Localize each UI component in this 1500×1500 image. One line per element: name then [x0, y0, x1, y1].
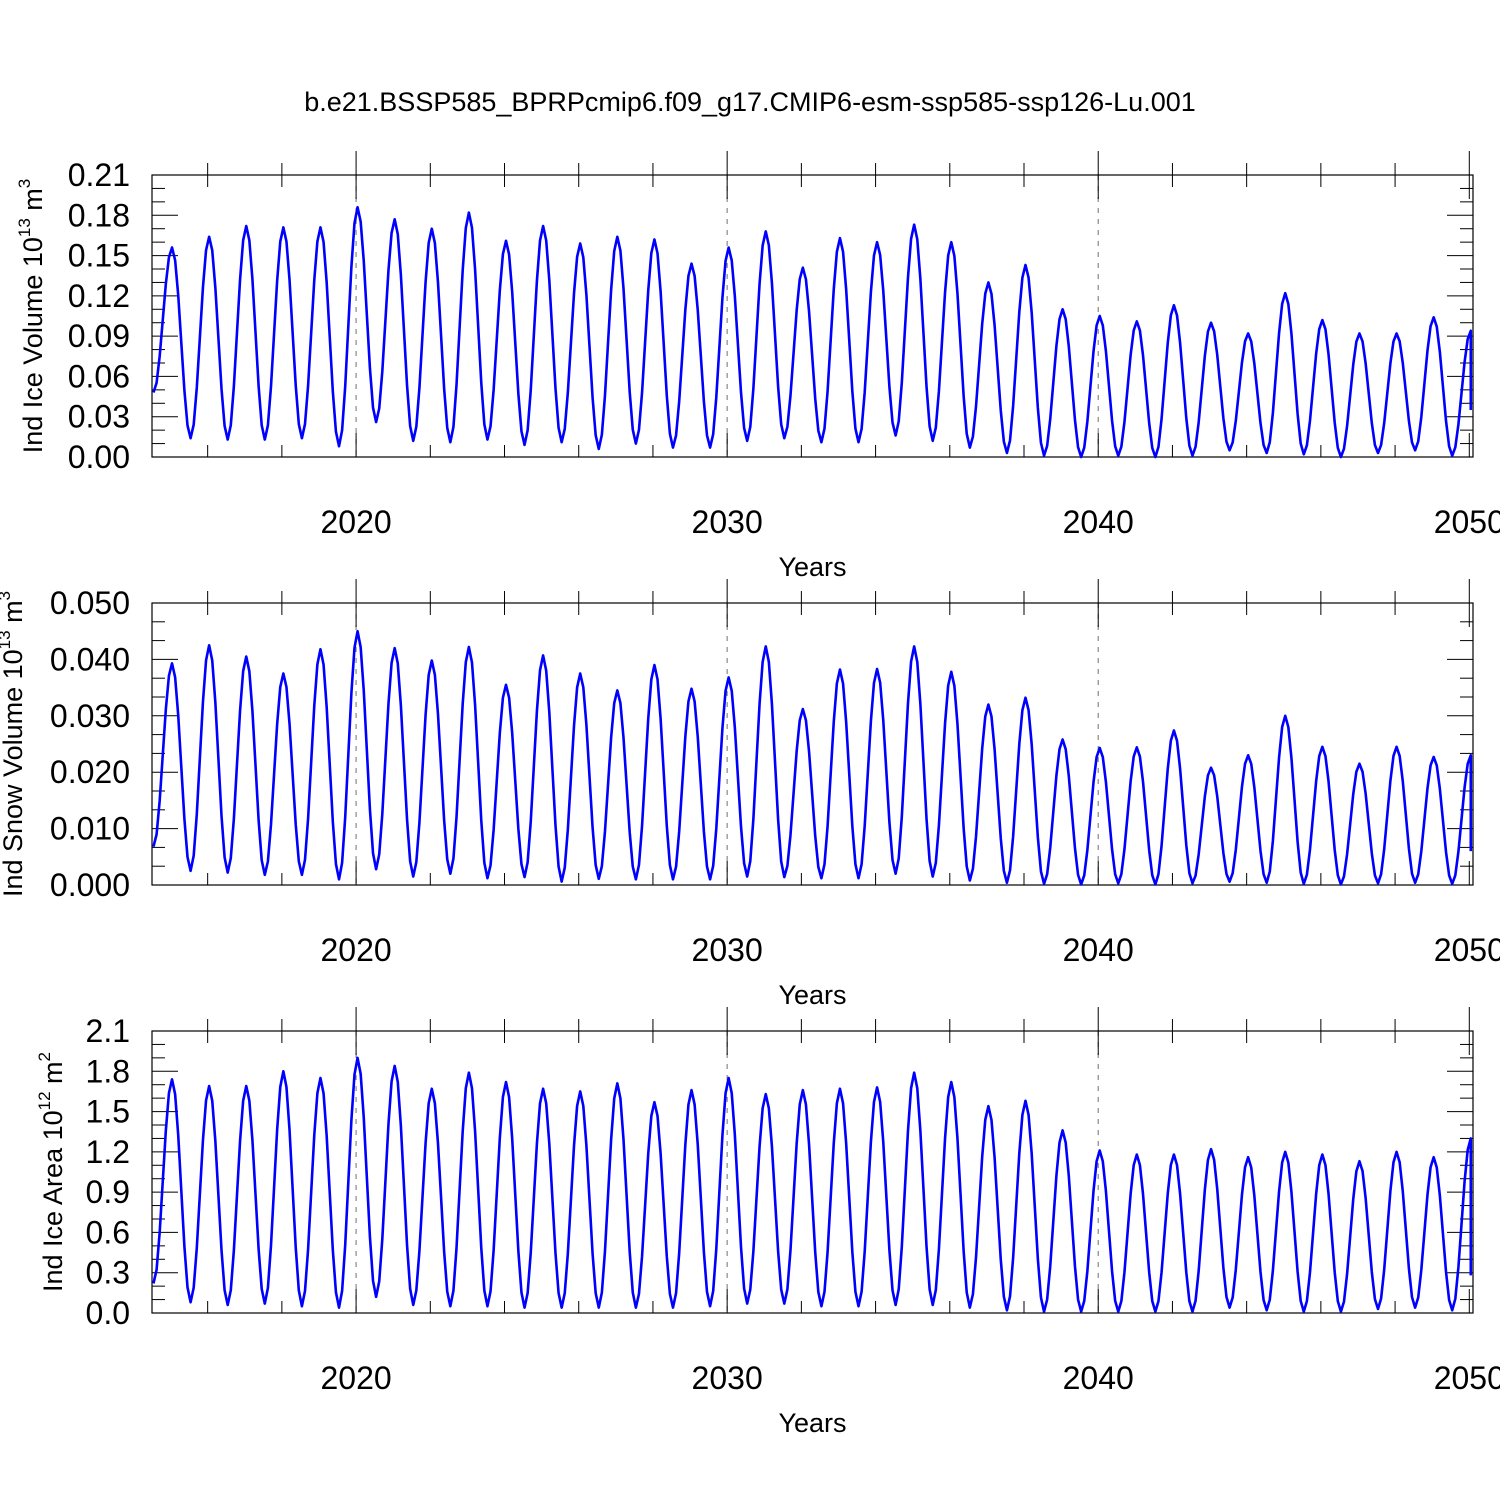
x-axis-label: Years — [778, 552, 846, 582]
y-tick-label: 0.6 — [86, 1214, 130, 1250]
y-tick-label: 0.00 — [68, 439, 130, 475]
series-line-ice-area — [152, 1056, 1473, 1313]
x-tick-label: 2030 — [692, 1360, 763, 1396]
y-tick-label: 1.5 — [86, 1094, 130, 1130]
x-tick-label: 2020 — [320, 932, 391, 968]
x-tick-label: 2050 — [1434, 1360, 1500, 1396]
ice-volume-panel: 0.00 0.03 0.06 0.09 0.12 0.15 0.18 0.21 2020 2030… — [15, 151, 1500, 582]
x-tick-label: 2040 — [1063, 1360, 1134, 1396]
y-axis-label: Ind Ice Area 1012 m2 — [35, 1052, 68, 1292]
y-tick-label: 0.040 — [50, 641, 130, 677]
x-axis-label: Years — [778, 980, 846, 1010]
x-axis-label: Years — [778, 1408, 846, 1438]
x-tick-label: 2040 — [1063, 504, 1134, 540]
figure-title: b.e21.BSSP585_BPRPcmip6.f09_g17.CMIP6-es… — [304, 87, 1196, 117]
y-tick-label: 1.2 — [86, 1134, 130, 1170]
snow-volume-panel: 0.000 0.010 0.020 0.030 0.040 0.050 2020 2030 20… — [0, 579, 1500, 1010]
ice-area-panel: 0.0 0.3 0.6 0.9 1.2 1.5 1.8 2.1 2020 2030 2040 2050… — [35, 1007, 1500, 1438]
x-tick-label: 2020 — [320, 504, 391, 540]
plot-frame — [151, 602, 1474, 886]
y-tick-label: 0.3 — [86, 1255, 130, 1291]
y-tick-label: 0.12 — [68, 278, 130, 314]
plot-frame — [151, 1030, 1474, 1314]
x-tick-label: 2020 — [320, 1360, 391, 1396]
x-tick-label: 2030 — [692, 932, 763, 968]
y-tick-label: 0.15 — [68, 238, 130, 274]
y-axis-label: Ind Snow Volume 1013 m3 — [0, 591, 28, 897]
y-tick-label: 0.050 — [50, 585, 130, 621]
y-tick-label: 1.8 — [86, 1053, 130, 1089]
x-tick-label: 2040 — [1063, 932, 1134, 968]
y-tick-label: 0.9 — [86, 1174, 130, 1210]
y-axis-label: Ind Ice Volume 1013 m3 — [15, 179, 48, 454]
y-tick-label: 0.020 — [50, 754, 130, 790]
y-tick-label: 0.06 — [68, 358, 130, 394]
y-tick-label: 0.09 — [68, 318, 130, 354]
x-tick-label: 2030 — [692, 504, 763, 540]
y-tick-label: 0.0 — [86, 1295, 130, 1331]
y-tick-label: 0.010 — [50, 811, 130, 847]
plot-frame — [151, 174, 1474, 458]
y-tick-label: 2.1 — [86, 1013, 130, 1049]
y-tick-label: 0.03 — [68, 399, 130, 435]
series-line-snow-volume — [152, 629, 1473, 886]
y-tick-label: 0.030 — [50, 698, 130, 734]
y-tick-label: 0.000 — [50, 867, 130, 903]
x-tick-label: 2050 — [1434, 932, 1500, 968]
series-line-ice-volume — [152, 205, 1473, 459]
y-tick-label: 0.21 — [68, 157, 130, 193]
y-tick-label: 0.18 — [68, 197, 130, 233]
x-tick-label: 2050 — [1434, 504, 1500, 540]
